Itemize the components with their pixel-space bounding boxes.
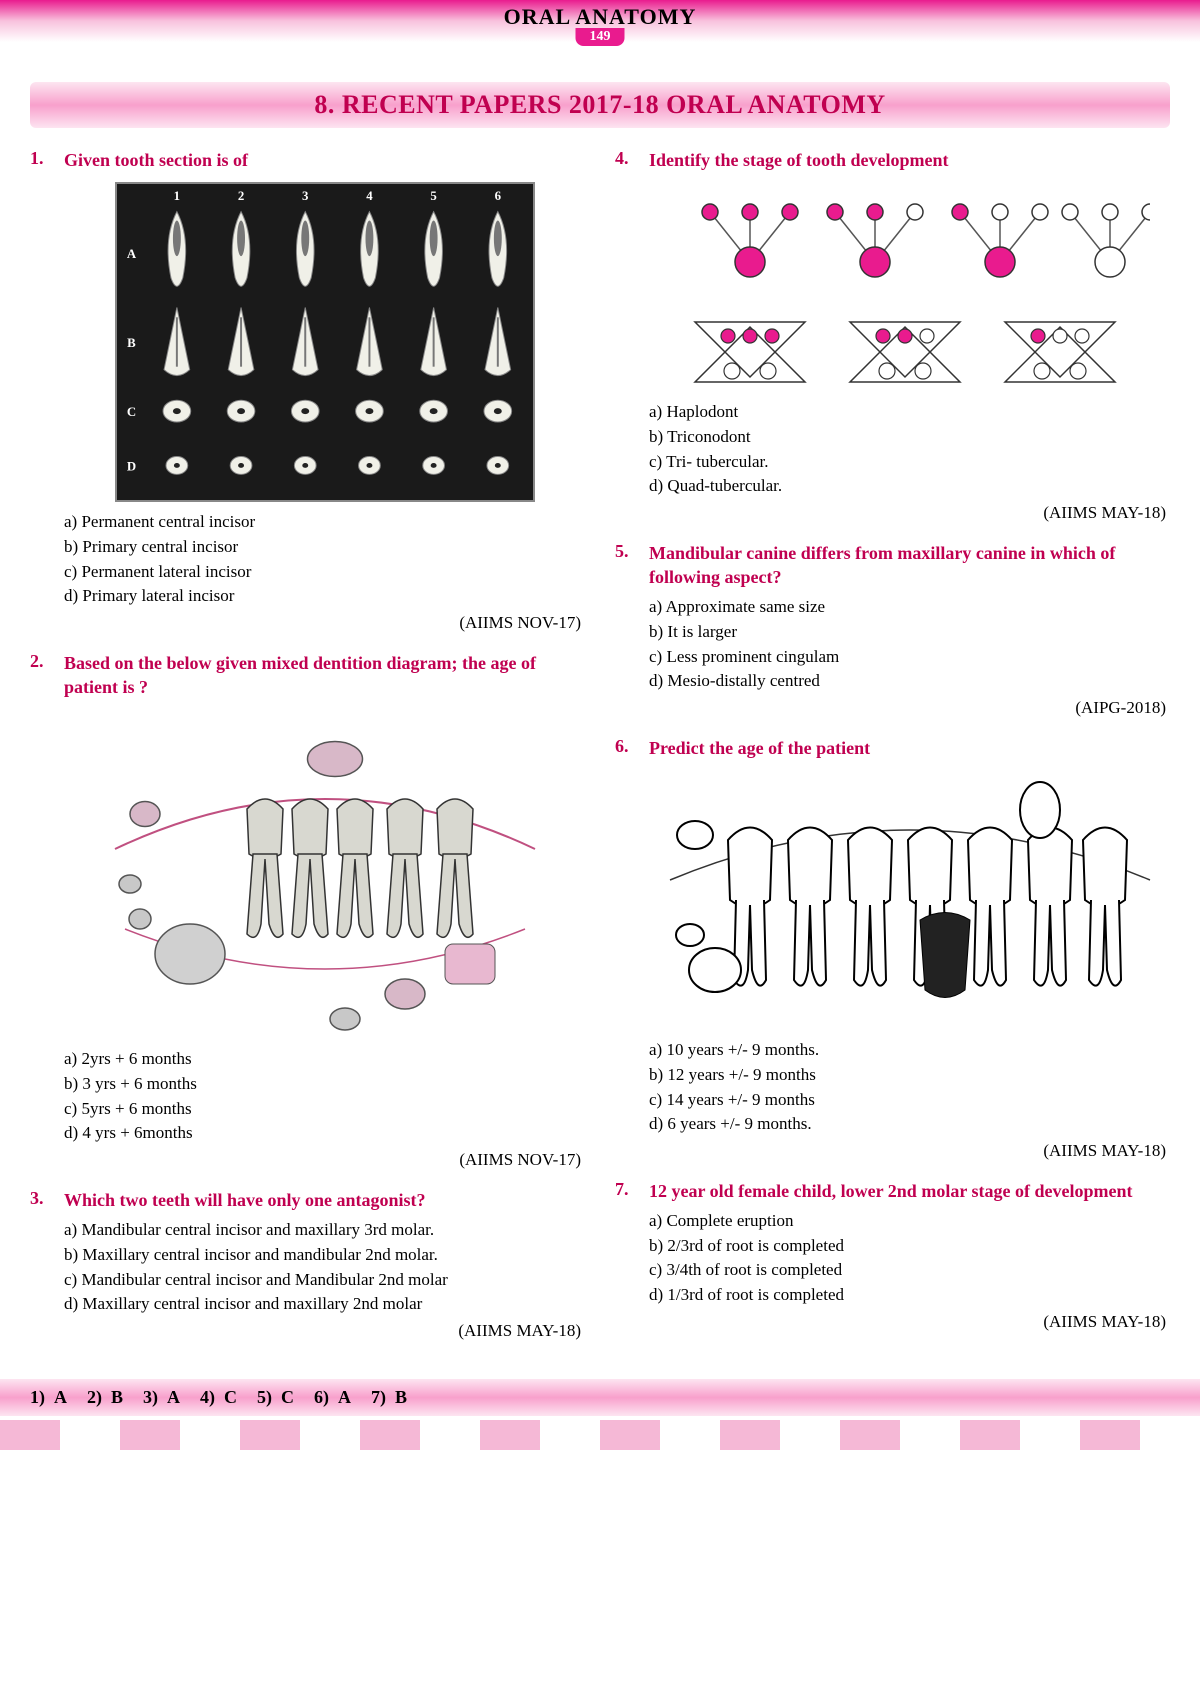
option: c) Mandibular central incisor and Mandib… — [64, 1268, 585, 1293]
svg-text:1: 1 — [173, 189, 179, 203]
question-block: 2. Based on the below given mixed dentit… — [30, 651, 585, 1170]
option: b) Maxillary central incisor and mandibu… — [64, 1243, 585, 1268]
mixed-dentition-figure — [105, 709, 545, 1039]
answer-item: 6) A — [314, 1387, 351, 1407]
section-heading-band: 8. RECENT PAPERS 2017-18 ORAL ANATOMY — [30, 82, 1170, 128]
question-source: (AIIMS MAY-18) — [615, 1141, 1166, 1161]
question-text: Predict the age of the patient — [649, 736, 870, 760]
question-block: 4. Identify the stage of tooth developme… — [615, 148, 1170, 523]
svg-text:C: C — [126, 405, 135, 419]
question-block: 3. Which two teeth will have only one an… — [30, 1188, 585, 1341]
age-predict-figure — [660, 770, 1160, 1030]
content-columns: 1. Given tooth section is of 1 2 3 4 5 6 A B C Da… — [30, 148, 1170, 1359]
answer-item: 4) C — [200, 1387, 237, 1407]
answer-item: 1) A — [30, 1387, 67, 1407]
question-source: (AIIMS NOV-17) — [30, 1150, 581, 1170]
option: a) 10 years +/- 9 months. — [649, 1038, 1170, 1063]
question-number: 6. — [615, 736, 649, 757]
section-title: 8. RECENT PAPERS 2017-18 ORAL ANATOMY — [30, 90, 1170, 120]
question-source: (AIIMS NOV-17) — [30, 613, 581, 633]
option: b) It is larger — [649, 620, 1170, 645]
question-number: 5. — [615, 541, 649, 562]
option: a) Haplodont — [649, 400, 1170, 425]
tooth-section-figure: 1 2 3 4 5 6 A B C D — [115, 182, 535, 502]
question-text: Given tooth section is of — [64, 148, 248, 172]
question-text: 12 year old female child, lower 2nd mola… — [649, 1179, 1132, 1203]
option: d) 1/3rd of root is completed — [649, 1283, 1170, 1308]
option: c) 3/4th of root is completed — [649, 1258, 1170, 1283]
option: a) Mandibular central incisor and maxill… — [64, 1218, 585, 1243]
option: a) Permanent central incisor — [64, 510, 585, 535]
header-title: ORAL ANATOMY — [0, 0, 1200, 30]
option: d) Mesio-distally centred — [649, 669, 1170, 694]
option: b) Triconodont — [649, 425, 1170, 450]
question-text: Mandibular canine differs from maxillary… — [649, 541, 1170, 590]
options-list: a) 10 years +/- 9 months.b) 12 years +/-… — [649, 1038, 1170, 1137]
answer-item: 7) B — [371, 1387, 407, 1407]
options-list: a) Complete eruptionb) 2/3rd of root is … — [649, 1209, 1170, 1308]
option: a) Complete eruption — [649, 1209, 1170, 1234]
svg-text:2: 2 — [237, 189, 243, 203]
answer-item: 3) A — [143, 1387, 180, 1407]
page-number: 149 — [576, 28, 625, 46]
question-number: 3. — [30, 1188, 64, 1209]
option: c) Tri- tubercular. — [649, 450, 1170, 475]
question-source: (AIPG-2018) — [615, 698, 1166, 718]
svg-text:D: D — [126, 460, 135, 474]
development-stage-figure — [670, 182, 1150, 392]
question-number: 2. — [30, 651, 64, 672]
answer-key-band: 1) A 2) B 3) A 4) C 5) C 6) A 7) B — [0, 1379, 1200, 1416]
options-list: a) 2yrs + 6 monthsb) 3 yrs + 6 monthsc) … — [64, 1047, 585, 1146]
option: c) Permanent lateral incisor — [64, 560, 585, 585]
option: d) 4 yrs + 6months — [64, 1121, 585, 1146]
question-number: 7. — [615, 1179, 649, 1200]
svg-text:5: 5 — [430, 189, 436, 203]
option: d) Maxillary central incisor and maxilla… — [64, 1292, 585, 1317]
option: b) 2/3rd of root is completed — [649, 1234, 1170, 1259]
question-text: Which two teeth will have only one antag… — [64, 1188, 426, 1212]
question-text: Identify the stage of tooth development — [649, 148, 948, 172]
svg-text:B: B — [127, 336, 136, 350]
svg-text:3: 3 — [302, 189, 308, 203]
options-list: a) Haplodontb) Triconodontc) Tri- tuberc… — [649, 400, 1170, 499]
option: c) 5yrs + 6 months — [64, 1097, 585, 1122]
option: a) Approximate same size — [649, 595, 1170, 620]
options-list: a) Mandibular central incisor and maxill… — [64, 1218, 585, 1317]
question-number: 4. — [615, 148, 649, 169]
page-header: ORAL ANATOMY 149 — [0, 0, 1200, 42]
option: b) 3 yrs + 6 months — [64, 1072, 585, 1097]
option: d) Quad-tubercular. — [649, 474, 1170, 499]
question-block: 7. 12 year old female child, lower 2nd m… — [615, 1179, 1170, 1332]
question-block: 6. Predict the age of the patient a) 10 … — [615, 736, 1170, 1161]
option: d) 6 years +/- 9 months. — [649, 1112, 1170, 1137]
option: c) 14 years +/- 9 months — [649, 1088, 1170, 1113]
right-column: 4. Identify the stage of tooth developme… — [615, 148, 1170, 1359]
question-text: Based on the below given mixed dentition… — [64, 651, 585, 700]
answer-item: 5) C — [257, 1387, 294, 1407]
option: a) 2yrs + 6 months — [64, 1047, 585, 1072]
option: b) Primary central incisor — [64, 535, 585, 560]
svg-text:6: 6 — [494, 189, 501, 203]
svg-text:4: 4 — [366, 189, 373, 203]
question-source: (AIIMS MAY-18) — [615, 503, 1166, 523]
option: c) Less prominent cingulam — [649, 645, 1170, 670]
options-list: a) Approximate same sizeb) It is largerc… — [649, 595, 1170, 694]
option: d) Primary lateral incisor — [64, 584, 585, 609]
footer-decoration — [0, 1420, 1200, 1450]
answer-item: 2) B — [87, 1387, 123, 1407]
question-source: (AIIMS MAY-18) — [30, 1321, 581, 1341]
question-block: 1. Given tooth section is of 1 2 3 4 5 6 A B C Da… — [30, 148, 585, 633]
option: b) 12 years +/- 9 months — [649, 1063, 1170, 1088]
question-number: 1. — [30, 148, 64, 169]
question-block: 5. Mandibular canine differs from maxill… — [615, 541, 1170, 718]
question-source: (AIIMS MAY-18) — [615, 1312, 1166, 1332]
svg-text:A: A — [126, 247, 136, 261]
options-list: a) Permanent central incisorb) Primary c… — [64, 510, 585, 609]
left-column: 1. Given tooth section is of 1 2 3 4 5 6 A B C Da… — [30, 148, 585, 1359]
